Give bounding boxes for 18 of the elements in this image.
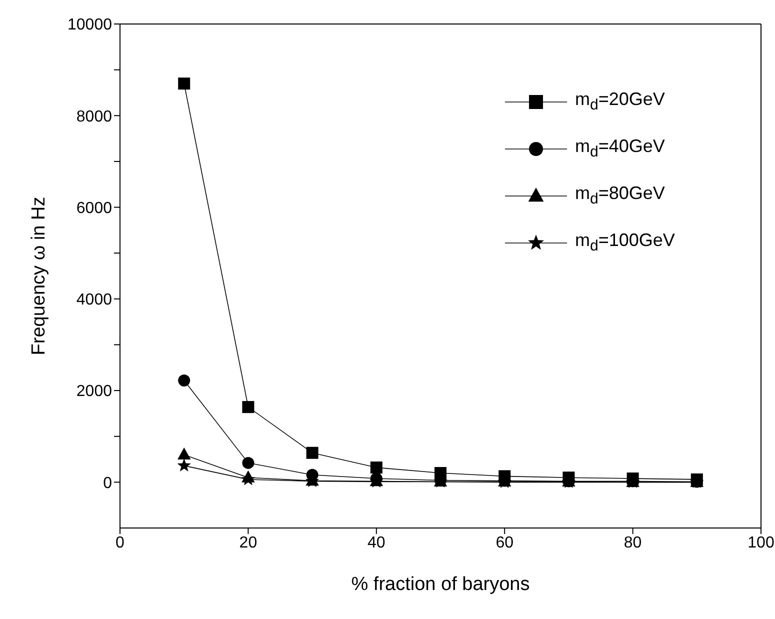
x-axis-title: % fraction of baryons bbox=[351, 574, 530, 595]
legend-label: m$_{d}$=20GeV bbox=[575, 89, 665, 114]
y-tick-label: 10000 bbox=[68, 16, 112, 34]
x-tick-label: 20 bbox=[239, 534, 258, 552]
x-tick-label: 80 bbox=[624, 534, 642, 552]
y-tick-label: 4000 bbox=[76, 292, 112, 309]
y-tick-label: 0 bbox=[103, 474, 112, 492]
legend-label: m$_{d}$=40GeV bbox=[575, 136, 665, 161]
y-tick-label: 2000 bbox=[76, 383, 112, 400]
legend-label: m$_{d}$=100GeV bbox=[575, 230, 675, 255]
legend-label: m$_{d}$=80GeV bbox=[575, 183, 665, 208]
x-tick-label: 40 bbox=[368, 534, 386, 552]
y-tick-label: 8000 bbox=[76, 108, 112, 126]
y-axis-title: Frequency ω in Hz bbox=[28, 196, 50, 356]
y-tick-label: 6000 bbox=[76, 200, 112, 217]
x-tick-label: 60 bbox=[496, 534, 514, 552]
x-tick-label: 100 bbox=[748, 534, 774, 552]
x-tick-label: 0 bbox=[116, 534, 125, 552]
